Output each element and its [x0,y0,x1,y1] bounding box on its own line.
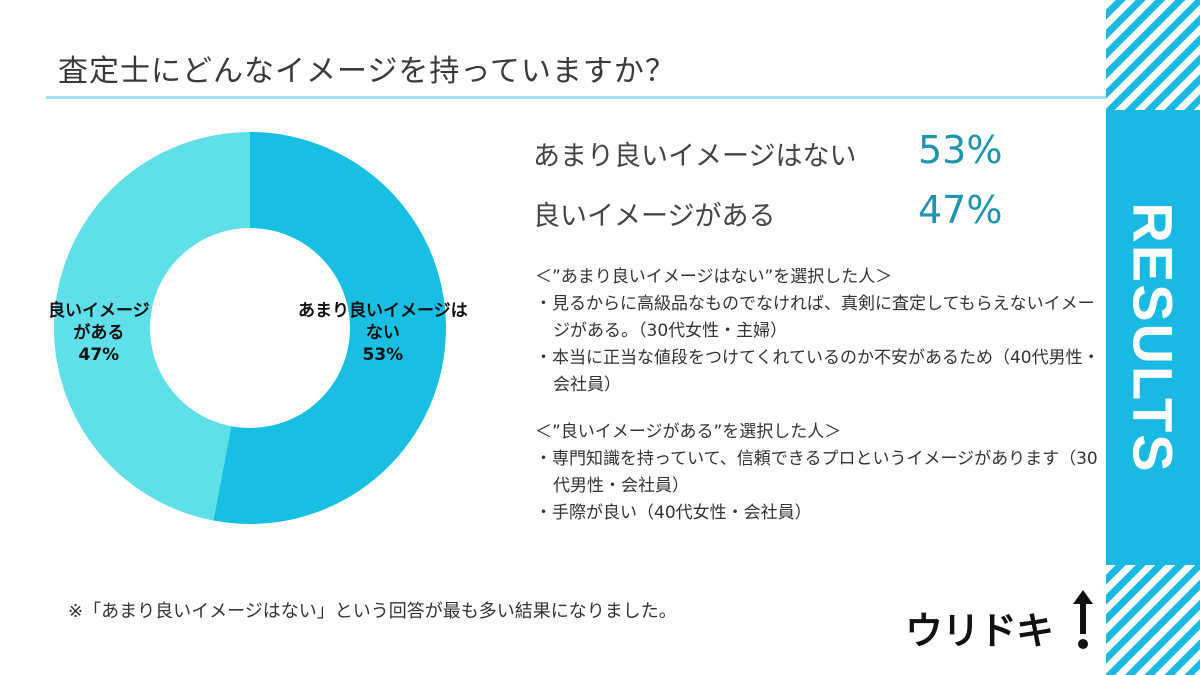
comment-spacer [535,399,1100,419]
slice-label-line: 良いイメージ [48,301,150,321]
donut-chart: あまり良いイメージは ない 53% 良いイメージ がある 47% [40,118,468,538]
title-divider [46,96,1106,99]
comments-section: ＜”あまり良いイメージはない”を選択した人＞ ・見るからに高級品なものでなければ… [535,264,1100,527]
donut-slice-0 [213,132,447,524]
brand-logo: ウリドキ [905,590,1095,656]
slice-label-line: あまり良いイメージは [298,301,468,321]
result-label: あまり良いイメージはない [533,141,857,172]
stripe-pattern-top [1106,0,1200,110]
comment-item: ・専門知識を持っていて、信頼できるプロというイメージがあります（30代男性・会社… [535,449,1098,496]
comment-item: ・見るからに高級品なものでなければ、真剣に査定してもらえないイメージがある。（3… [535,294,1095,341]
footnote: ※「あまり良いイメージはない」という回答が最も多い結果になりました。 [68,601,677,622]
slice-label-not-good: あまり良いイメージは ない 53% [298,300,468,366]
slice-label-good: 良いイメージ がある 47% [48,300,150,366]
side-label: RESULTS [1121,202,1185,474]
results-side-band: RESULTS [1106,0,1200,675]
slice-label-value: 47% [78,345,120,365]
slice-label-value: 53% [362,345,404,365]
up-arrow-icon [1073,590,1093,649]
comment-group-heading: ＜”あまり良いイメージはない”を選択した人＞ [535,267,893,287]
result-value: 53% [918,128,1003,172]
page-title: 査定士にどんなイメージを持っていますか？ [58,54,676,89]
comment-item: ・手際が良い（40代女性・会社員） [535,503,812,523]
result-label: 良いイメージがある [533,201,776,232]
logo-text: ウリドキ [905,609,1054,653]
comment-group-heading: ＜”良いイメージがある”を選択した人＞ [535,422,842,442]
donut-chart-svg [54,132,447,524]
slice-label-line: がある [73,323,125,343]
donut-slice-1 [54,132,251,521]
result-value: 47% [918,188,1003,232]
comment-item: ・本当に正当な値段をつけてくれているのか不安があるため（40代男性・会社員） [535,348,1100,395]
stripe-pattern-bottom [1106,565,1200,675]
slice-label-line: ない [365,323,400,343]
